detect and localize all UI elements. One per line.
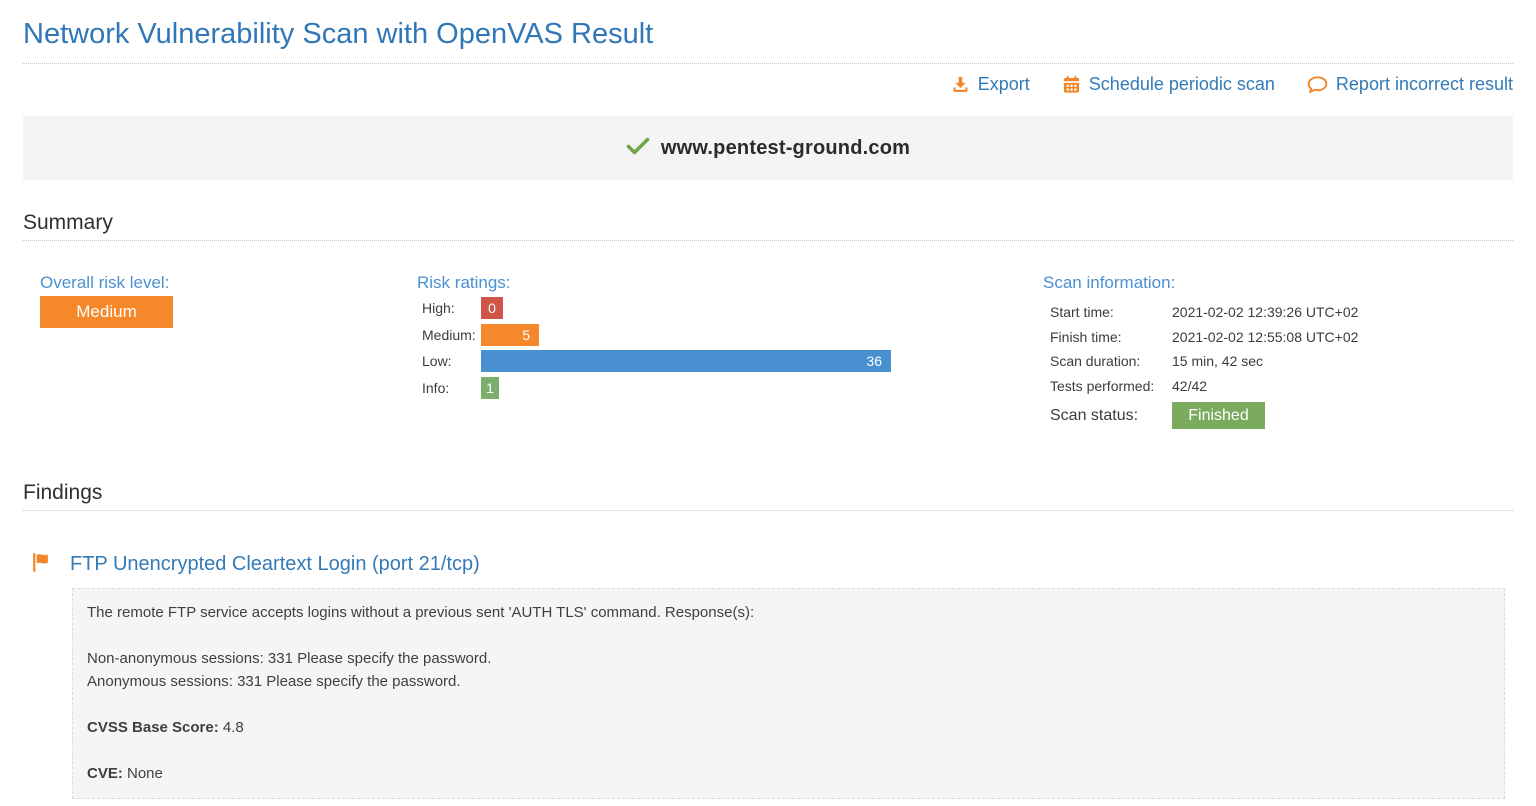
risk-bar-value: 1 xyxy=(486,379,494,396)
scan-status-key: Scan status: xyxy=(1050,406,1139,424)
scan-info-key: Start time: xyxy=(1050,304,1114,320)
scan-info-value: 15 min, 42 sec xyxy=(1172,353,1264,369)
cvss-value: 4.8 xyxy=(218,719,244,736)
flag-icon xyxy=(31,552,50,578)
risk-bar-value: 5 xyxy=(522,326,530,343)
scan-info-row: Start time: 2021-02-02 12:39:26 UTC+02 xyxy=(1043,304,1358,321)
scan-info-row: Finish time: 2021-02-02 12:55:08 UTC+02 xyxy=(1043,329,1358,346)
finding-response-line: Non-anonymous sessions: 331 Please speci… xyxy=(87,650,492,667)
report-actions-bar: Export S xyxy=(23,64,1513,116)
risk-rating-label: Low: xyxy=(422,353,452,369)
finding-header: FTP Unencrypted Cleartext Login (port 21… xyxy=(23,551,1513,578)
scan-info-value: 2021-02-02 12:55:08 UTC+02 xyxy=(1172,328,1359,345)
scan-information-label: Scan information: xyxy=(1043,273,1176,292)
schedule-label: Schedule periodic scan xyxy=(1088,74,1275,94)
report-label: Report incorrect result xyxy=(1335,74,1513,94)
page-title: Network Vulnerability Scan with OpenVAS … xyxy=(23,18,654,50)
summary-section: Overall risk level: Medium Risk ratings:… xyxy=(23,241,1513,479)
title-separator xyxy=(23,63,1513,64)
risk-bar: 0 xyxy=(481,297,503,319)
scan-info-key: Finish time: xyxy=(1050,328,1122,345)
overall-risk-label: Overall risk level: xyxy=(40,273,170,292)
finding-title-link[interactable]: FTP Unencrypted Cleartext Login (port 21… xyxy=(70,553,480,575)
target-domain: www.pentest-ground.com xyxy=(660,136,911,159)
risk-bar-value: 36 xyxy=(866,353,882,369)
scan-status-row: Scan status: Finished xyxy=(1043,402,1358,429)
risk-ratings-block: Risk ratings: High: 0 Medium: 5 Low: 36 … xyxy=(417,272,891,403)
scan-information-block: Scan information: Start time: 2021-02-02… xyxy=(1043,272,1358,429)
risk-rating-row-low: Low: 36 xyxy=(417,350,891,372)
schedule-periodic-scan-button[interactable]: Schedule periodic scan xyxy=(1062,72,1275,96)
findings-heading: Findings xyxy=(23,479,1513,511)
risk-rating-row-info: Info: 1 xyxy=(417,376,891,399)
calendar-icon xyxy=(1062,75,1081,94)
risk-bar-value: 0 xyxy=(488,300,496,316)
finding-cve-line: CVE: None xyxy=(87,762,1490,785)
risk-bar: 5 xyxy=(481,323,539,346)
finding-response-line: Anonymous sessions: 331 Please specify t… xyxy=(87,673,461,690)
blank-line xyxy=(87,693,1490,716)
finding-description: The remote FTP service accepts logins wi… xyxy=(87,604,755,621)
risk-bar: 1 xyxy=(481,376,499,399)
scan-info-row: Scan duration: 15 min, 42 sec xyxy=(1043,353,1358,370)
scan-info-key: Tests performed: xyxy=(1050,377,1155,394)
risk-rating-label: Medium: xyxy=(422,326,476,343)
scan-info-row: Tests performed: 42/42 xyxy=(1043,378,1358,395)
risk-rating-row-high: High: 0 xyxy=(417,297,891,319)
download-icon xyxy=(951,75,970,94)
cve-label: CVE: xyxy=(87,765,123,782)
speech-bubble-icon xyxy=(1307,75,1328,94)
cvss-label: CVSS Base Score: xyxy=(87,719,219,736)
risk-bar: 36 xyxy=(481,350,891,372)
export-label: Export xyxy=(977,74,1030,94)
scan-info-value: 42/42 xyxy=(1172,377,1208,394)
risk-rating-label: Info: xyxy=(422,379,450,396)
report-page: Network Vulnerability Scan with OpenVAS … xyxy=(0,14,1536,799)
risk-rating-label: High: xyxy=(422,300,455,316)
scan-info-key: Scan duration: xyxy=(1050,353,1141,369)
overall-risk-block: Overall risk level: Medium xyxy=(40,272,173,328)
scan-info-value: 2021-02-02 12:39:26 UTC+02 xyxy=(1172,304,1359,320)
overall-risk-badge: Medium xyxy=(40,296,173,328)
blank-line xyxy=(87,624,1490,647)
scan-status-badge: Finished xyxy=(1172,402,1265,429)
export-button[interactable]: Export xyxy=(951,72,1030,96)
target-bar: www.pentest-ground.com xyxy=(23,116,1513,180)
risk-rating-row-medium: Medium: 5 xyxy=(417,323,891,346)
cve-value: None xyxy=(122,765,163,782)
risk-ratings-label: Risk ratings: xyxy=(417,273,511,292)
blank-line xyxy=(87,739,1490,762)
finding-cvss-line: CVSS Base Score: 4.8 xyxy=(87,716,1490,739)
summary-heading: Summary xyxy=(23,209,1513,241)
check-icon xyxy=(626,137,650,160)
report-incorrect-result-button[interactable]: Report incorrect result xyxy=(1307,72,1513,96)
finding-details-box: The remote FTP service accepts logins wi… xyxy=(72,588,1505,799)
